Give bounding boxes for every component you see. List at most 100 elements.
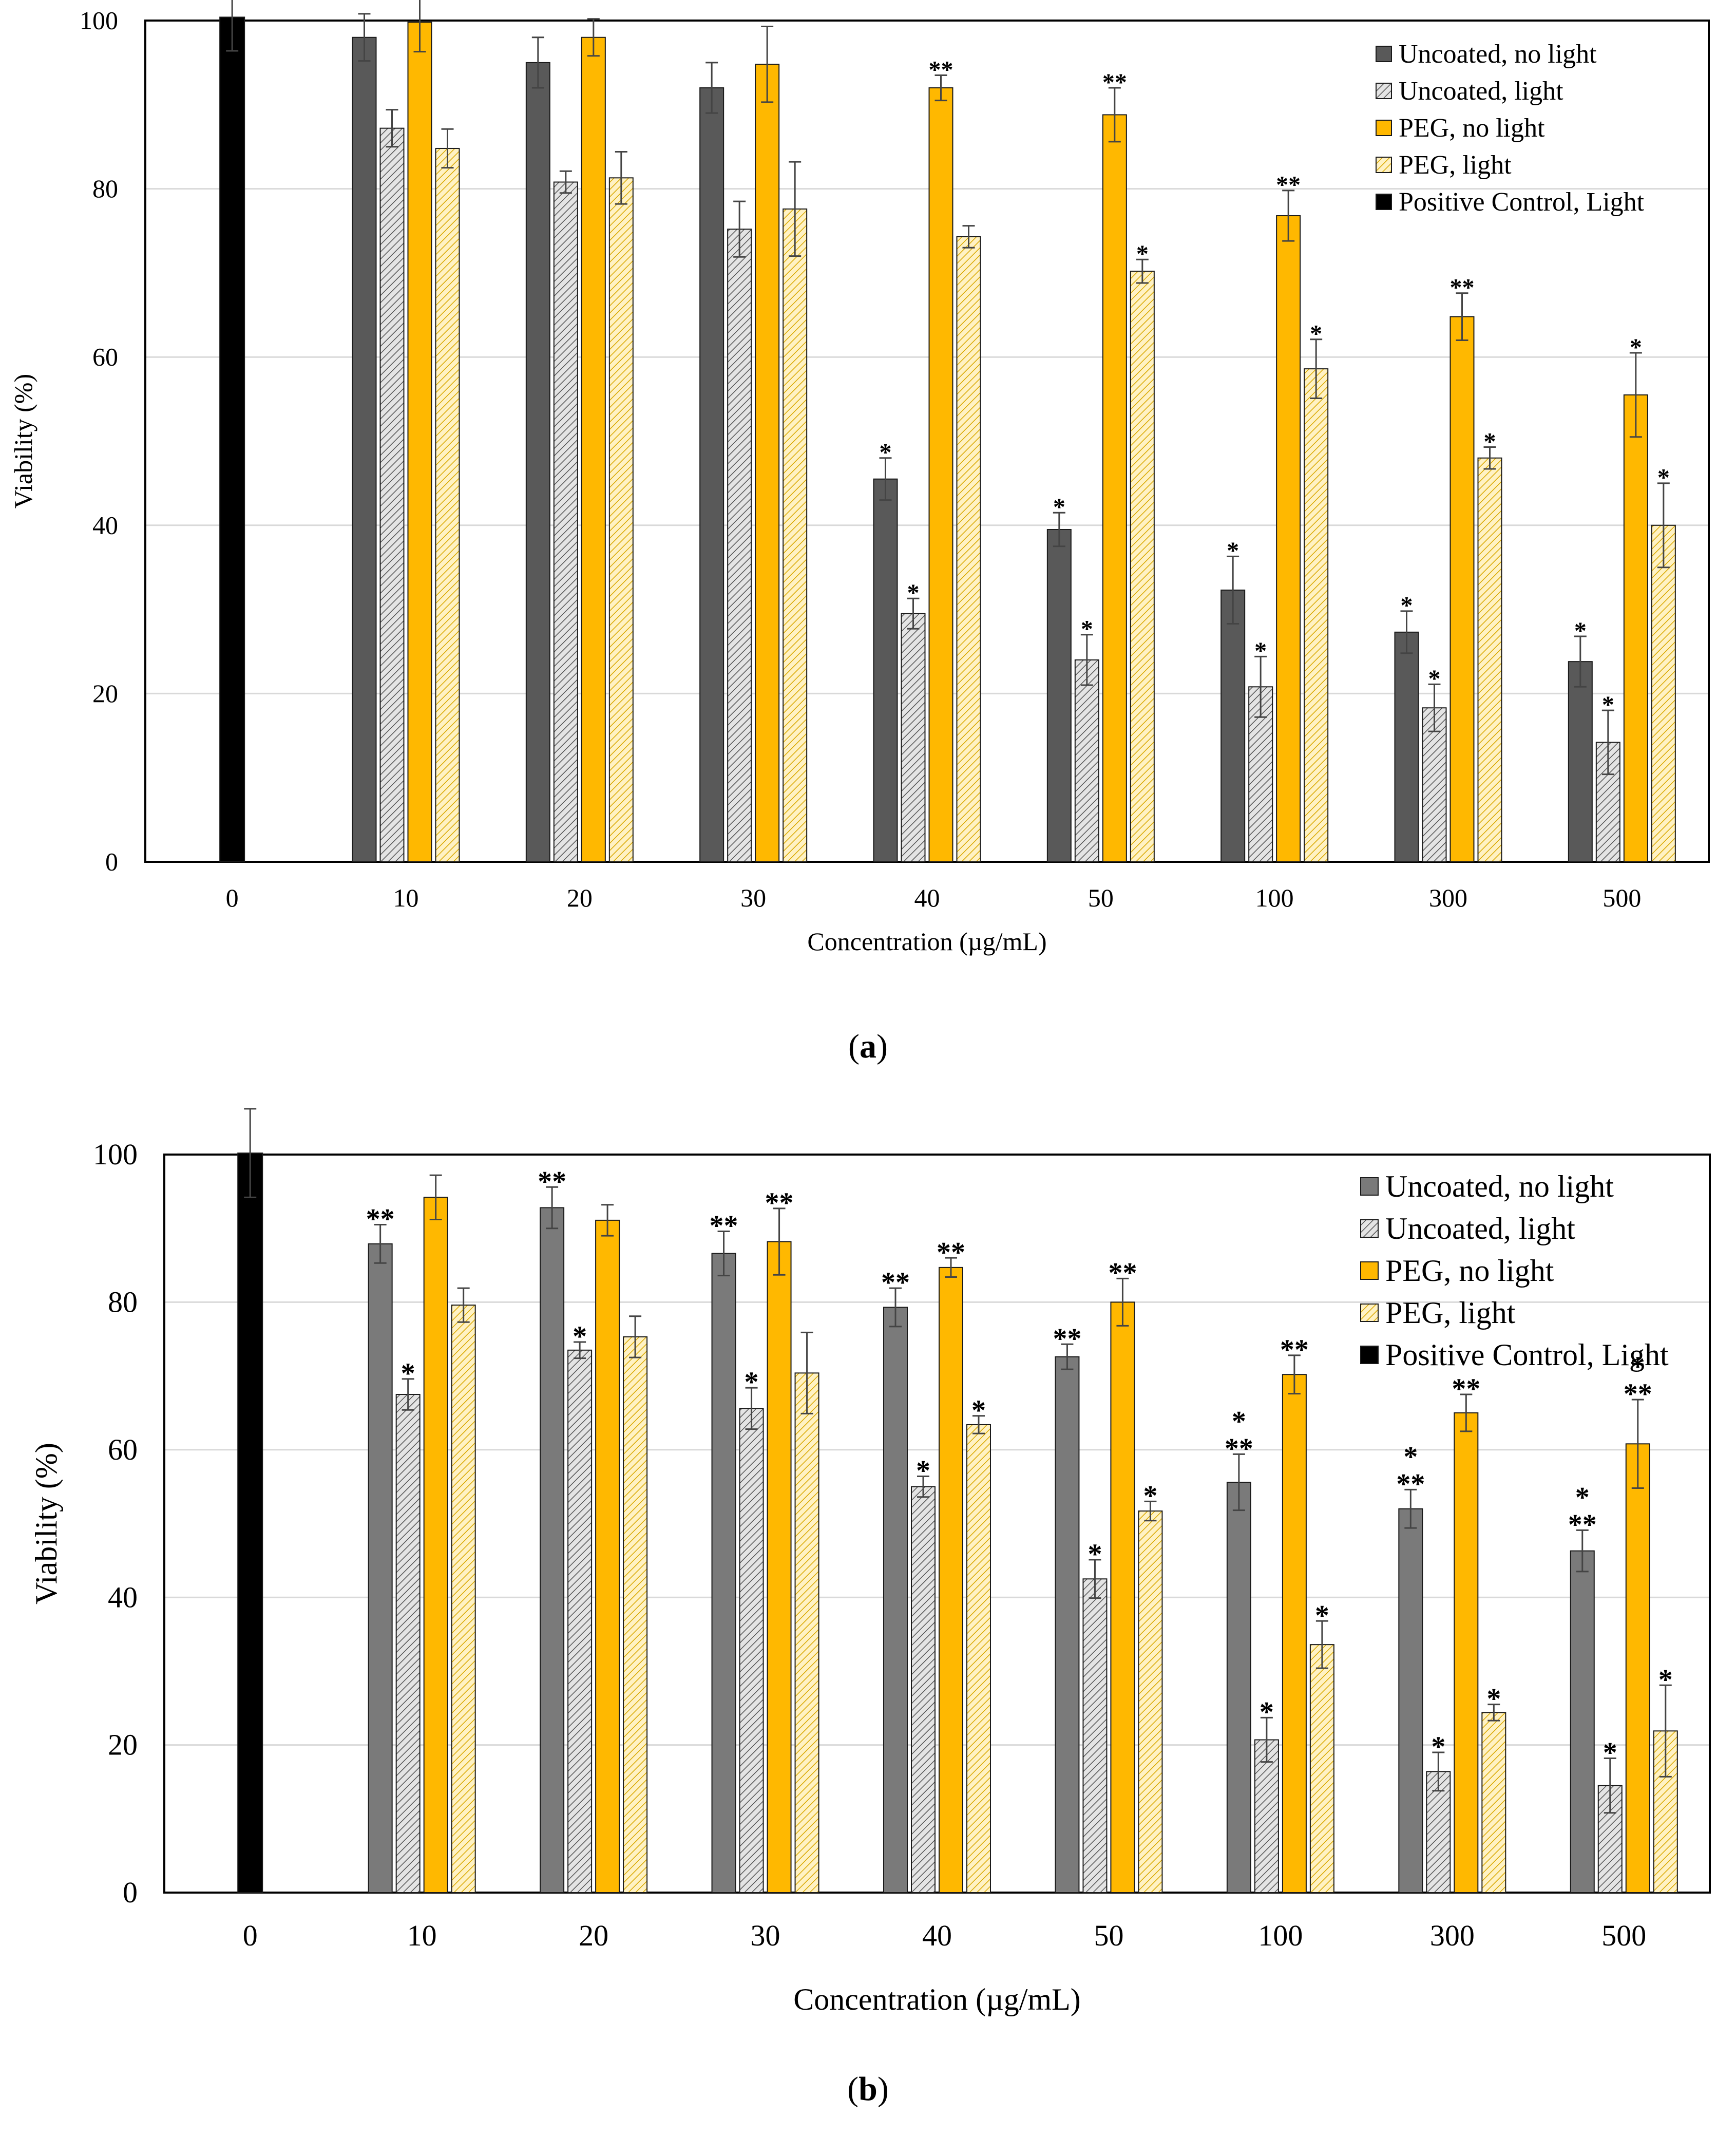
- bar: [1651, 524, 1676, 862]
- bar: [1570, 1550, 1595, 1893]
- bar: [595, 1219, 620, 1894]
- legend-label: PEG, light: [1385, 1296, 1516, 1330]
- legend-swatch: [1360, 1346, 1379, 1364]
- significance-mark: *: [1227, 537, 1239, 564]
- y-axis-label: Viability (%): [9, 374, 37, 508]
- bar: [423, 1197, 448, 1894]
- bar: [727, 229, 752, 862]
- x-tick-label: 20: [567, 883, 593, 912]
- significance-mark: **: [538, 1166, 566, 1198]
- bar: [1110, 1301, 1135, 1893]
- y-tick-label: 40: [92, 511, 118, 539]
- significance-mark: *: [1315, 1600, 1329, 1632]
- y-tick-label: 20: [92, 679, 118, 708]
- bar: [1394, 631, 1419, 863]
- legend-swatch: [1376, 83, 1392, 99]
- panel-caption-a-letter: a: [860, 1028, 876, 1065]
- bar: [966, 1424, 991, 1893]
- significance-mark: **: [1225, 1433, 1253, 1465]
- legend-swatch: [1376, 157, 1392, 173]
- legend-swatch: [1376, 194, 1392, 210]
- significance-mark: *: [1631, 1351, 1645, 1383]
- y-tick-label: 20: [108, 1728, 138, 1762]
- significance-mark: **: [1624, 1378, 1652, 1410]
- panel-caption-b: (b): [847, 2070, 889, 2108]
- x-tick-label: 500: [1603, 883, 1641, 912]
- significance-mark: **: [1450, 274, 1475, 301]
- x-axis-label: Concentration (µg/mL): [793, 1982, 1080, 2016]
- significance-mark: **: [1280, 1334, 1309, 1366]
- bar: [767, 1241, 792, 1893]
- bar: [1426, 1771, 1451, 1894]
- legend-swatch: [1360, 1261, 1379, 1280]
- legend-swatch: [1376, 46, 1392, 62]
- x-tick-label: 40: [914, 883, 940, 912]
- x-axis-label: Concentration (µg/mL): [807, 927, 1046, 956]
- chart-b: 0204060801000***10***20*****30******40**…: [29, 1108, 1711, 2016]
- significance-mark: *: [1081, 616, 1093, 643]
- bar: [525, 62, 550, 862]
- significance-mark: *: [1657, 464, 1670, 492]
- bar: [1130, 271, 1155, 862]
- significance-mark: **: [710, 1210, 738, 1242]
- significance-mark: *: [1658, 1664, 1673, 1696]
- bar: [1254, 1739, 1279, 1894]
- bar: [1477, 457, 1502, 862]
- x-tick-label: 0: [243, 1919, 258, 1952]
- legend-label: PEG, light: [1399, 150, 1512, 180]
- bar: [553, 181, 578, 863]
- y-tick-label: 100: [93, 1138, 138, 1171]
- bar: [237, 1152, 263, 1894]
- bar: [1568, 661, 1593, 862]
- bar: [1138, 1510, 1163, 1893]
- bar: [1625, 1443, 1650, 1893]
- bar: [1082, 1578, 1108, 1893]
- bar: [901, 613, 926, 863]
- legend-swatch: [1360, 1219, 1379, 1238]
- significance-mark: *: [971, 1394, 986, 1426]
- significance-mark: **: [1276, 172, 1301, 199]
- bar: [540, 1207, 565, 1894]
- legend-swatch: [1376, 120, 1392, 136]
- significance-mark: *: [1630, 334, 1642, 361]
- y-tick-label: 0: [105, 847, 118, 876]
- legend-label: Uncoated, light: [1385, 1212, 1575, 1245]
- panel-caption-b-letter: b: [859, 2070, 877, 2108]
- significance-mark: *: [1401, 592, 1413, 619]
- legend-label: PEG, no light: [1399, 114, 1545, 143]
- significance-mark: *: [1428, 665, 1441, 692]
- x-tick-label: 100: [1255, 883, 1294, 912]
- significance-mark: **: [1102, 69, 1127, 96]
- bar: [623, 1336, 648, 1894]
- bar: [368, 1243, 393, 1894]
- significance-mark: **: [937, 1237, 965, 1269]
- bar: [883, 1307, 908, 1894]
- bar: [928, 87, 953, 862]
- significance-mark: *: [1602, 691, 1614, 719]
- significance-mark: *: [1088, 1539, 1102, 1571]
- x-tick-label: 30: [740, 883, 766, 912]
- significance-mark: *: [1486, 1683, 1501, 1715]
- significance-mark: **: [1568, 1509, 1597, 1541]
- significance-mark: *: [401, 1357, 415, 1389]
- significance-mark: *: [1143, 1480, 1157, 1512]
- bar: [1623, 394, 1648, 862]
- bar: [1454, 1412, 1479, 1893]
- y-axis-label: Viability (%): [29, 1443, 63, 1604]
- legend-swatch: [1360, 1303, 1379, 1322]
- significance-mark: *: [880, 439, 892, 466]
- x-tick-label: 50: [1088, 883, 1114, 912]
- significance-mark: *: [573, 1321, 587, 1353]
- bar: [873, 478, 898, 862]
- bar: [379, 127, 405, 863]
- significance-mark: **: [881, 1267, 910, 1299]
- x-tick-label: 500: [1601, 1919, 1646, 1952]
- bar: [783, 208, 808, 862]
- bar: [755, 64, 780, 862]
- bar: [1046, 528, 1072, 862]
- significance-mark: *: [1431, 1731, 1445, 1763]
- significance-mark: *: [1136, 240, 1149, 268]
- y-tick-label: 40: [108, 1580, 138, 1614]
- bar: [1276, 215, 1301, 862]
